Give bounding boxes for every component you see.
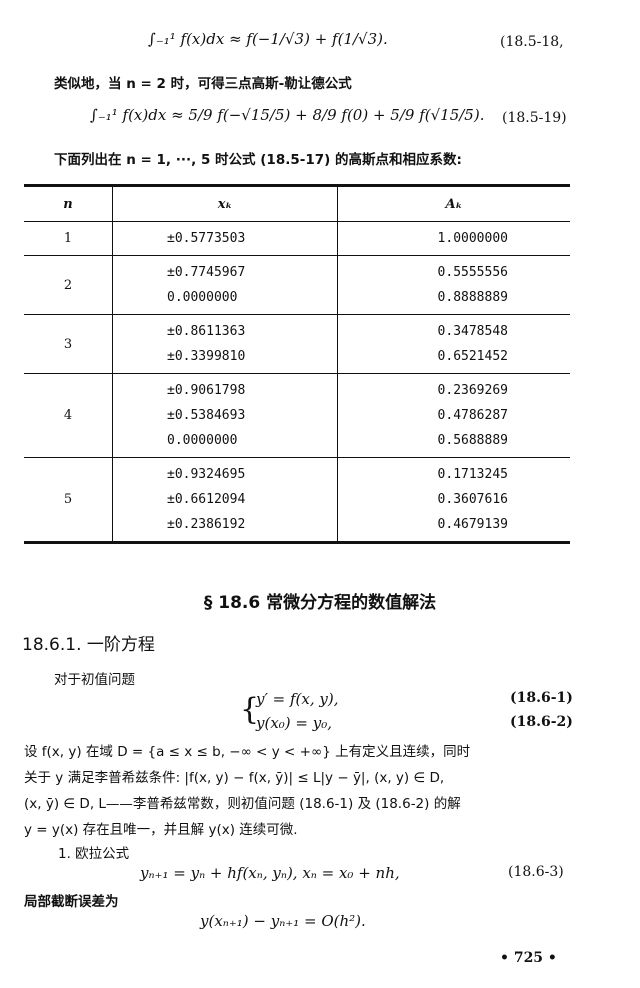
cell-a: 0.5555556 (437, 265, 508, 280)
paragraph-line: (x, ȳ) ∈ D, L——李普希兹常数，则初值问题 (18.6-1) 及 (… (24, 796, 461, 812)
table-row: 4 ±0.9061798 ±0.5384693 0.0000000 0.236926… (24, 373, 570, 458)
equation-number: (18.5-18, (500, 34, 564, 50)
header-xk: xₖ (112, 184, 338, 222)
header-ak: Aₖ (337, 184, 570, 222)
cell-a: 0.3478548 (437, 324, 508, 339)
paragraph-text: 类似地，当 n = 2 时，可得三点高斯-勒让德公式 (54, 76, 352, 92)
cell-x: ±0.3399810 (167, 349, 246, 364)
cell-x: ±0.5773503 (167, 231, 246, 246)
cell-a: 0.1713245 (437, 467, 508, 482)
cell-a: 1.0000000 (437, 231, 508, 246)
equation-number: (18.6-3) (508, 864, 564, 880)
section-title: § 18.6 常微分方程的数值解法 (203, 593, 437, 613)
cell-x: ±0.7745967 (167, 265, 246, 280)
equation-number: (18.6-2) (510, 714, 573, 730)
equation-number: (18.5-19) (502, 110, 567, 126)
gauss-table: n xₖ Aₖ 1 ±0.5773503 1.0000000 2 ±0.7745… (24, 184, 570, 544)
cell-a: 0.5688889 (437, 433, 508, 448)
cell-x: ±0.9061798 (167, 383, 246, 398)
cell-a: 0.2369269 (437, 383, 508, 398)
equation-18-5-18: ∫₋₁¹ f(x)dx ≈ f(−1/√3) + f(1/√3). (148, 30, 388, 48)
paragraph-text: 对于初值问题 (54, 672, 135, 688)
cell-n: 5 (24, 457, 113, 544)
cell-x: 0.0000000 (167, 290, 238, 305)
equation-18-5-19: ∫₋₁¹ f(x)dx ≈ 5/9 f(−√15/5) + 8/9 f(0) +… (90, 106, 485, 124)
subsection-title: 18.6.1. 一阶方程 (22, 635, 155, 655)
cell-x: ±0.2386192 (167, 517, 246, 532)
equation-number: (18.6-1) (510, 690, 573, 706)
cell-x: ±0.9324695 (167, 467, 246, 482)
cell-n: 4 (24, 373, 113, 458)
paragraph-line: 设 f(x, y) 在域 D = {a ≤ x ≤ b, −∞ < y < +∞… (24, 744, 471, 760)
paragraph-text: 下面列出在 n = 1, ···, 5 时公式 (18.5-17) 的高斯点和相… (54, 152, 462, 168)
equation-18-6-1: y′ = f(x, y), (256, 690, 339, 708)
table-row: 1 ±0.5773503 1.0000000 (24, 221, 570, 256)
cell-a: 0.3607616 (437, 492, 508, 507)
table-row: 5 ±0.9324695 ±0.6612094 ±0.2386192 0.17132… (24, 457, 570, 544)
brace: { (240, 692, 260, 727)
cell-n: 1 (24, 221, 113, 256)
paragraph-text: 局部截断误差为 (24, 894, 119, 910)
cell-a: 0.6521452 (437, 349, 508, 364)
paragraph-line: 关于 y 满足李普希兹条件: |f(x, y) − f(x, ȳ)| ≤ L|y… (24, 770, 445, 786)
equation-18-6-3: yₙ₊₁ = yₙ + hf(xₙ, yₙ), xₙ = x₀ + nh, (140, 864, 400, 882)
equation-error: y(xₙ₊₁) − yₙ₊₁ = O(h²). (200, 912, 366, 930)
table-row: 2 ±0.7745967 0.0000000 0.5555556 0.8888889 (24, 255, 570, 315)
list-item: 1. 欧拉公式 (58, 846, 130, 862)
cell-a: 0.4786287 (437, 408, 508, 423)
table-row: 3 ±0.8611363 ±0.3399810 0.3478548 0.652145… (24, 314, 570, 374)
cell-x: ±0.5384693 (167, 408, 246, 423)
page-number: • 725 • (500, 950, 557, 966)
cell-n: 3 (24, 314, 113, 374)
cell-n: 2 (24, 255, 113, 315)
cell-a: 0.8888889 (437, 290, 508, 305)
equation-18-6-2: y(x₀) = y₀, (256, 714, 333, 732)
cell-x: ±0.6612094 (167, 492, 246, 507)
header-n: n (24, 184, 113, 222)
paragraph-line: y = y(x) 存在且唯一，并且解 y(x) 连续可微. (24, 822, 298, 838)
cell-x: ±0.8611363 (167, 324, 246, 339)
cell-x: 0.0000000 (167, 433, 238, 448)
cell-a: 0.4679139 (437, 517, 508, 532)
